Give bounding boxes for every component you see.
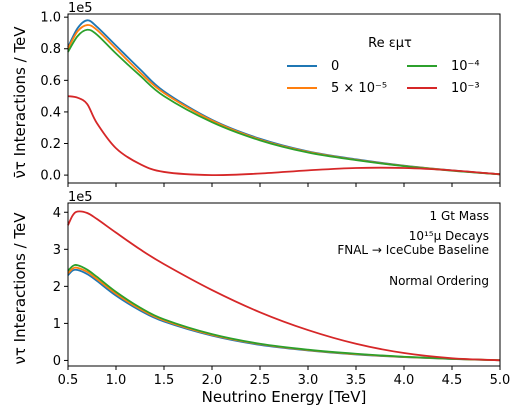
- bottom-y-tick-label: 0: [53, 354, 61, 369]
- bottom-series-lines: [67, 210, 501, 362]
- annotation-2: FNAL → IceCube Baseline: [337, 243, 489, 257]
- top-y-tick-label: 0.2: [40, 137, 61, 152]
- top-series-lines: [67, 19, 501, 177]
- legend: Re εμτ 0 5 × 10⁻⁵ 10⁻⁴ 10⁻³: [287, 36, 480, 96]
- bottom-x-tick-label: 2.5: [250, 373, 271, 388]
- bottom-x-tick-label: 4.5: [442, 373, 463, 388]
- legend-label-1: 5 × 10⁻⁵: [331, 81, 387, 96]
- bottom-y-axis-label: ντ Interactions / TeV: [11, 212, 29, 365]
- top-series-line-3: [67, 95, 501, 177]
- top-series-line-1: [67, 24, 501, 176]
- bottom-x-tick-label: 2.0: [202, 373, 223, 388]
- top-plot-frame: [67, 13, 501, 184]
- legend-title: Re εμτ: [368, 36, 412, 51]
- bottom-y-tick-label: 1: [53, 317, 61, 332]
- bottom-x-tick-label: 5.0: [490, 373, 511, 388]
- bottom-x-ticks: 0.5 1.0 1.5 2.0 2.5 3.0 3.5 4.0 4.5 5.0: [58, 366, 511, 388]
- annotation-0: 1 Gt Mass: [430, 209, 489, 223]
- bottom-series-line-3: [67, 210, 501, 362]
- bottom-x-tick-label: 1.0: [106, 373, 127, 388]
- top-x-ticks: [67, 183, 501, 187]
- annotation-3: Normal Ordering: [389, 274, 489, 288]
- top-y-offset-label: 1e5: [68, 1, 93, 16]
- bottom-y-offset-label: 1e5: [68, 190, 93, 205]
- top-y-tick-label: 0.4: [40, 105, 61, 120]
- bottom-panel: 0 1 2 3 4 0.5 1.0 1.5 2.0 2.5 3.0 3.5 4.0 4.5 5.0 1e5…: [53, 190, 511, 388]
- top-y-tick-label: 0.0: [40, 169, 61, 184]
- bottom-x-tick-label: 4.0: [394, 373, 415, 388]
- legend-label-0: 0: [331, 59, 339, 74]
- legend-label-3: 10⁻³: [451, 81, 480, 96]
- legend-label-2: 10⁻⁴: [451, 59, 480, 74]
- top-y-axis-label: ν̄τ Interactions / TeV: [11, 26, 29, 179]
- bottom-x-tick-label: 3.5: [346, 373, 367, 388]
- bottom-y-tick-label: 2: [53, 280, 61, 295]
- bottom-y-tick-label: 4: [53, 206, 61, 221]
- top-y-tick-label: 0.8: [40, 42, 61, 57]
- annotation-1: 10¹⁵μ Decays: [409, 229, 489, 243]
- legend-entries: 0 5 × 10⁻⁵ 10⁻⁴ 10⁻³: [287, 59, 480, 96]
- bottom-series-line-2: [67, 264, 501, 362]
- bottom-plot-frame: [67, 202, 501, 367]
- top-y-tick-label: 1.0: [40, 11, 61, 26]
- bottom-y-tick-label: 3: [53, 243, 61, 258]
- bottom-y-ticks: 0 1 2 3 4: [53, 206, 68, 369]
- top-y-tick-label: 0.6: [40, 74, 61, 89]
- x-axis-label: Neutrino Energy [TeV]: [202, 388, 367, 406]
- bottom-x-tick-label: 1.5: [154, 373, 175, 388]
- bottom-x-tick-label: 0.5: [58, 373, 79, 388]
- bottom-x-tick-label: 3.0: [298, 373, 319, 388]
- top-y-ticks: 0.0 0.2 0.4 0.6 0.8 1.0: [40, 11, 68, 184]
- top-series-line-2: [67, 28, 501, 176]
- top-panel: 0.0 0.2 0.4 0.6 0.8 1.0 1e5 Re εμτ 0 5 × 10⁻⁵ 1…: [40, 1, 501, 187]
- top-series-line-0: [67, 19, 501, 176]
